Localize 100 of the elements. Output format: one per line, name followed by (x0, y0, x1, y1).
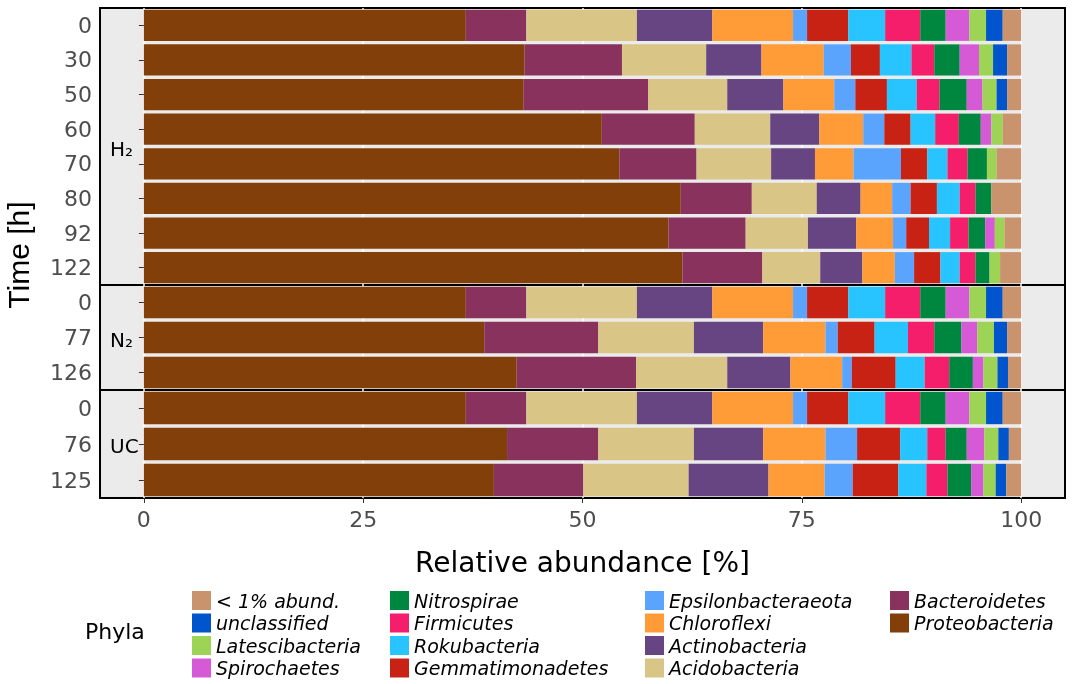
bar (994, 217, 1005, 249)
bar (745, 217, 808, 249)
bar (696, 148, 772, 180)
bar (920, 9, 946, 41)
bar (980, 113, 992, 145)
bar (807, 217, 857, 249)
bar (693, 427, 764, 461)
bar (886, 78, 917, 111)
legend-label: unclassified (216, 612, 330, 634)
bar (706, 44, 762, 76)
bar (998, 427, 1009, 461)
bar (1008, 427, 1022, 461)
legend-label: Proteobacteria (914, 612, 1054, 634)
bar (1007, 78, 1022, 111)
text: N₂ (110, 327, 133, 352)
legend-title: Phyla (85, 618, 145, 644)
bar (977, 321, 994, 354)
bar (143, 427, 508, 461)
bar (834, 78, 856, 111)
bar (824, 463, 853, 497)
bar (926, 463, 948, 497)
bar (947, 148, 968, 180)
bar (807, 9, 849, 41)
bar (959, 182, 976, 215)
bar (465, 286, 527, 319)
bar (465, 391, 527, 425)
bar (1006, 463, 1022, 497)
bar (910, 182, 937, 215)
bar (910, 113, 936, 145)
bar (936, 182, 960, 215)
bar (761, 44, 824, 76)
bar (648, 78, 728, 111)
y-tick-label: 0 (78, 290, 92, 315)
bar (959, 44, 980, 76)
bar (857, 427, 901, 461)
bar (961, 321, 978, 354)
bar (958, 113, 981, 145)
bar (996, 78, 1008, 111)
bar (143, 9, 466, 41)
bar (763, 427, 826, 461)
bar (929, 217, 951, 249)
bar (793, 286, 808, 319)
bar (816, 182, 861, 215)
bar (975, 182, 992, 215)
bar (898, 463, 927, 497)
bar (636, 286, 713, 319)
bar (993, 44, 1008, 76)
bar (680, 182, 752, 215)
bar (863, 113, 885, 145)
y-tick-label: 30 (64, 47, 92, 73)
bar (939, 78, 967, 111)
bar (636, 9, 713, 41)
bar (982, 78, 997, 111)
bar (907, 321, 935, 354)
bar (984, 427, 999, 461)
bar (143, 217, 669, 249)
legend-label: Spirochaetes (216, 657, 340, 679)
bar (1002, 9, 1022, 41)
bar (668, 217, 746, 249)
y-tick-label: 70 (64, 151, 92, 177)
bar (825, 427, 858, 461)
bar (694, 113, 771, 145)
bar (143, 321, 485, 354)
bar (793, 391, 808, 425)
bar (995, 463, 1007, 497)
bar (985, 217, 995, 249)
legend-label: Latescibacteria (216, 634, 362, 657)
bar (860, 182, 893, 215)
bar (143, 148, 620, 180)
x-tick-label: 25 (349, 506, 378, 532)
bar (986, 9, 1003, 41)
bar (825, 321, 838, 354)
bar (996, 148, 1022, 180)
bar (893, 217, 907, 249)
bar (524, 44, 622, 76)
bar (484, 321, 599, 354)
y-tick-label: 80 (64, 185, 92, 211)
legend-label: Nitrospirae (414, 589, 519, 612)
y-tick-label: 76 (64, 431, 92, 457)
bar (727, 78, 784, 111)
y-tick-label: 126 (50, 360, 92, 385)
bar (143, 463, 494, 497)
bar (598, 321, 694, 354)
bar (969, 9, 987, 41)
legend-label: Chloroflexi (669, 612, 772, 634)
bar (900, 148, 928, 180)
y-tick-label: 0 (78, 395, 92, 421)
y-tick-label: 125 (50, 467, 92, 493)
text: UC (110, 434, 139, 458)
bar (601, 113, 695, 145)
bar (879, 44, 912, 76)
bar (848, 9, 886, 41)
bar (523, 78, 649, 111)
bar (950, 217, 969, 249)
bar (837, 321, 875, 354)
bar (842, 356, 852, 389)
bar (968, 217, 986, 249)
x-tick-label: 100 (1000, 506, 1043, 532)
bar (991, 113, 1003, 145)
bar (143, 78, 524, 111)
